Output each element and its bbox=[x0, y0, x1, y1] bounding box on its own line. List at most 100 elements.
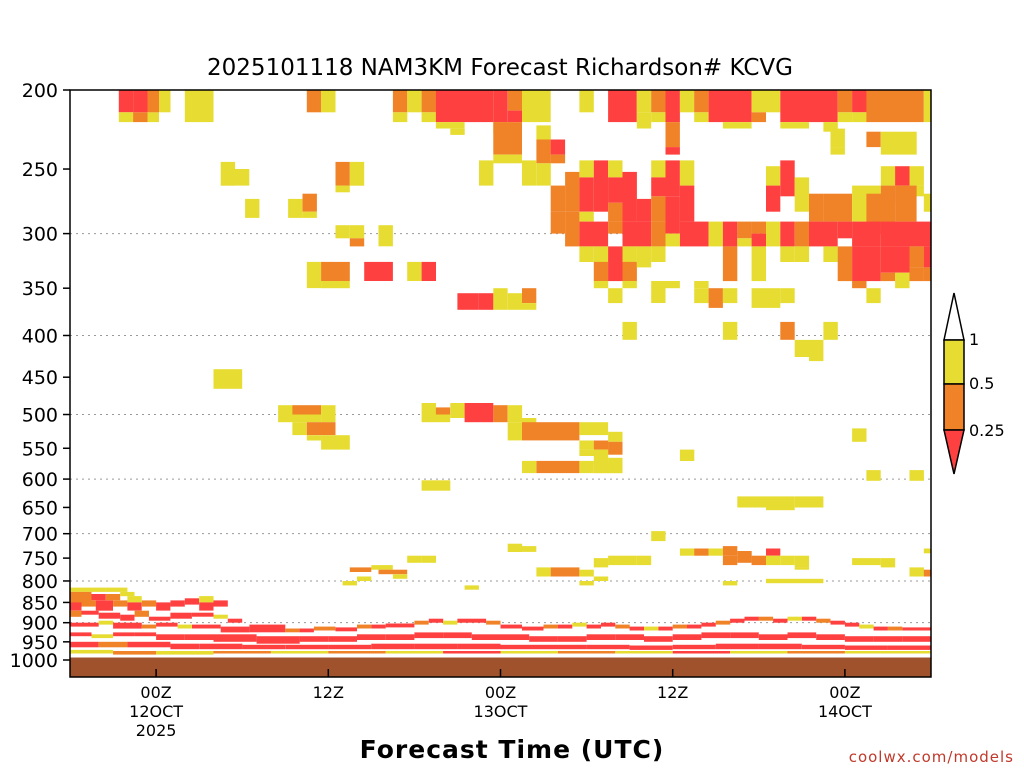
ri-cell bbox=[923, 569, 931, 577]
y-tick-label-500: 500 bbox=[22, 405, 58, 427]
ri-cell bbox=[679, 449, 695, 461]
chart-title: 2025101118 NAM3KM Forecast Richardson# K… bbox=[207, 55, 793, 81]
ri-cell bbox=[118, 112, 134, 123]
ri-cell bbox=[550, 139, 566, 155]
ri-cell bbox=[321, 90, 336, 113]
ri-cell bbox=[328, 651, 386, 654]
ri-cell bbox=[256, 636, 300, 644]
ri-cell bbox=[672, 644, 716, 650]
ri-cell bbox=[880, 272, 896, 282]
ri-cell bbox=[443, 632, 472, 639]
ri-cell bbox=[615, 624, 630, 629]
ri-cell bbox=[536, 460, 580, 474]
ri-cell bbox=[758, 643, 802, 650]
ri-cell bbox=[586, 634, 616, 640]
ri-cell bbox=[880, 131, 917, 155]
ri-cell bbox=[608, 555, 637, 566]
ri-cell bbox=[414, 643, 458, 650]
ri-cell bbox=[428, 618, 444, 623]
ri-cell bbox=[170, 612, 192, 619]
ri-cell bbox=[651, 246, 666, 262]
ri-cell bbox=[349, 238, 365, 247]
y-tick-label-400: 400 bbox=[22, 325, 58, 347]
ri-cell bbox=[830, 128, 845, 148]
ri-cell bbox=[199, 643, 243, 650]
ri-cell bbox=[780, 122, 809, 129]
ri-cell bbox=[780, 221, 795, 247]
y-tick-label-200: 200 bbox=[22, 80, 58, 102]
ri-cell bbox=[766, 548, 781, 556]
ri-cell bbox=[751, 221, 766, 234]
ri-cell bbox=[529, 636, 558, 642]
ri-cell bbox=[809, 357, 824, 362]
ri-cell bbox=[522, 160, 537, 186]
ri-cell bbox=[622, 321, 637, 340]
ri-cell bbox=[844, 651, 931, 654]
ri-cell bbox=[421, 261, 436, 281]
ri-cell bbox=[306, 435, 322, 441]
ri-cell bbox=[192, 624, 221, 629]
ri-cell bbox=[378, 569, 408, 575]
ri-cell bbox=[306, 422, 336, 436]
y-tick-label-450: 450 bbox=[22, 367, 58, 389]
ri-cell bbox=[371, 643, 415, 650]
x-tick-label: 00Z bbox=[140, 683, 171, 702]
ri-cell bbox=[550, 567, 580, 577]
ri-cell bbox=[866, 470, 881, 481]
ri-cell bbox=[758, 616, 774, 621]
ri-cell bbox=[213, 651, 271, 654]
ri-cell bbox=[679, 160, 695, 186]
ri-cell bbox=[579, 460, 594, 474]
ri-cell bbox=[278, 405, 293, 423]
ri-cell bbox=[199, 602, 214, 611]
ri-cell bbox=[522, 546, 537, 552]
ri-cell bbox=[392, 112, 408, 123]
ri-cell bbox=[923, 193, 931, 212]
x-tick-label: 13OCT bbox=[474, 702, 528, 721]
ri-cell bbox=[823, 122, 838, 132]
ri-cell bbox=[357, 634, 386, 640]
ri-cell bbox=[766, 496, 795, 511]
ri-cell bbox=[220, 626, 250, 633]
ri-cell bbox=[751, 246, 766, 282]
ri-cell bbox=[601, 622, 616, 627]
ri-cell bbox=[722, 546, 738, 556]
ri-cell bbox=[407, 555, 422, 563]
ri-cell bbox=[622, 171, 637, 222]
ri-cell bbox=[435, 90, 494, 123]
ri-cell bbox=[213, 614, 228, 619]
ri-cell bbox=[349, 225, 365, 239]
ri-cell bbox=[651, 531, 666, 542]
ri-cell bbox=[737, 221, 752, 239]
ri-cell bbox=[550, 154, 566, 164]
ri-cell bbox=[715, 620, 731, 625]
y-tick-label-350: 350 bbox=[22, 278, 58, 300]
ri-cell bbox=[493, 154, 522, 164]
ri-cell bbox=[895, 272, 910, 282]
ri-cell bbox=[98, 612, 121, 619]
ri-cell bbox=[751, 233, 766, 247]
ri-cell bbox=[809, 193, 824, 222]
credit-text: coolwx.com/models bbox=[849, 748, 1014, 766]
ri-cell bbox=[493, 122, 522, 155]
ri-cell bbox=[866, 288, 881, 304]
ri-cell bbox=[450, 128, 465, 135]
ri-cell bbox=[177, 624, 192, 629]
ri-cell bbox=[593, 576, 609, 581]
ri-cell bbox=[672, 651, 731, 654]
ri-cell bbox=[751, 555, 766, 566]
ri-cell bbox=[120, 591, 135, 597]
ri-cell bbox=[392, 90, 408, 113]
ri-cell bbox=[579, 581, 594, 586]
ri-cell bbox=[629, 626, 644, 631]
ri-cell bbox=[579, 160, 594, 178]
ri-cell bbox=[522, 303, 537, 310]
ri-cell bbox=[895, 166, 910, 186]
ri-cell bbox=[923, 246, 931, 268]
y-tick-label-1000: 1000 bbox=[10, 650, 58, 672]
ri-cell bbox=[923, 90, 931, 123]
ri-cell bbox=[579, 449, 609, 456]
ri-cell bbox=[522, 626, 544, 631]
ri-cell bbox=[809, 221, 838, 247]
ri-cell bbox=[213, 600, 228, 607]
